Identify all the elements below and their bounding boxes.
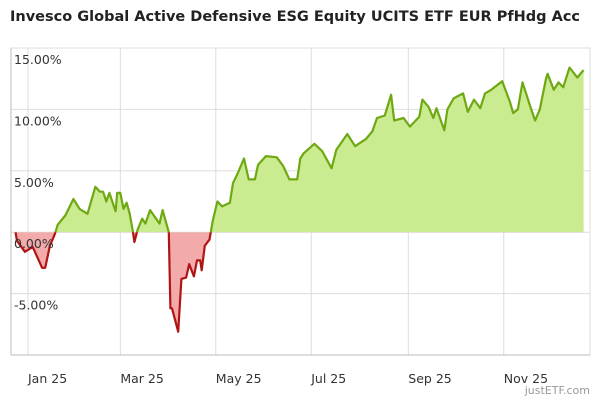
x-tick-label: Mar 25 (120, 371, 163, 386)
x-tick-label: Nov 25 (504, 371, 548, 386)
y-tick-label: 15.00% (14, 52, 62, 67)
x-tick-label: May 25 (216, 371, 262, 386)
y-tick-label: 5.00% (14, 175, 54, 190)
x-tick-label: Jan 25 (27, 371, 67, 386)
chart-title: Invesco Global Active Defensive ESG Equi… (10, 9, 581, 25)
y-tick-label: 10.00% (14, 113, 62, 128)
positive-area (55, 67, 584, 233)
y-tick-label: -5.00% (14, 298, 58, 313)
y-tick-label: 0.00% (14, 236, 54, 251)
watermark: justETF.com (524, 384, 590, 397)
x-tick-label: Sep 25 (408, 371, 451, 386)
performance-line-positive (15, 66, 585, 233)
x-tick-label: Jul 25 (310, 371, 346, 386)
